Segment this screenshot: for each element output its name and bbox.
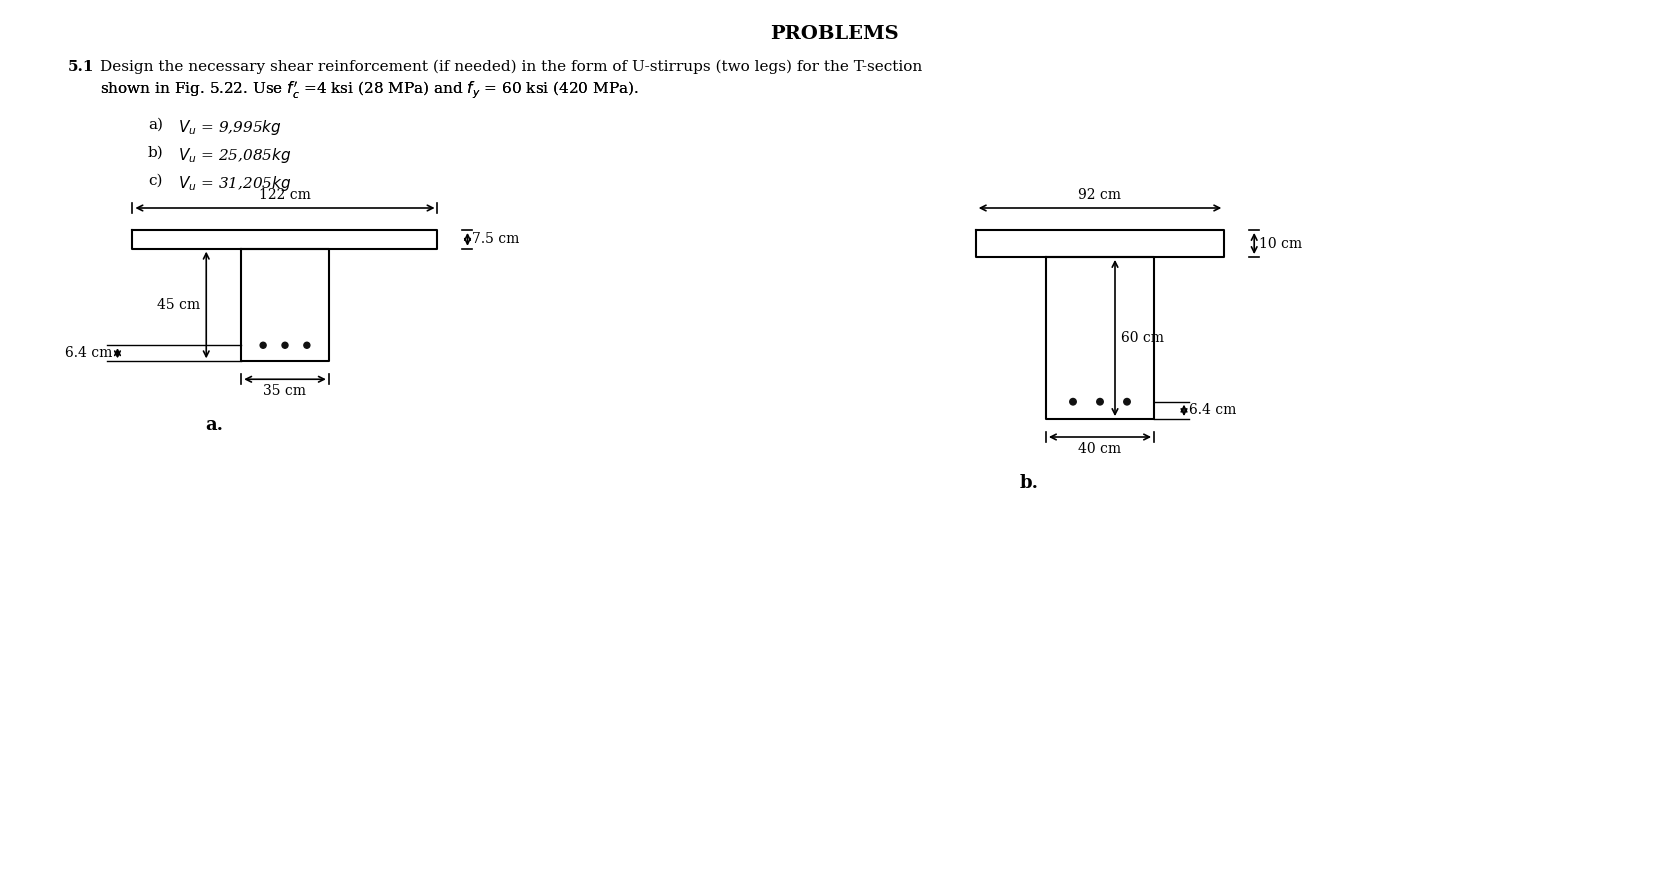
Circle shape bbox=[1069, 399, 1076, 405]
Text: 7.5 cm: 7.5 cm bbox=[472, 232, 520, 246]
Text: 122 cm: 122 cm bbox=[259, 188, 310, 202]
Circle shape bbox=[1124, 399, 1131, 405]
Text: Design the necessary shear reinforcement (if needed) in the form of U-stirrups (: Design the necessary shear reinforcement… bbox=[100, 60, 922, 75]
Text: 35 cm: 35 cm bbox=[264, 385, 307, 399]
Text: 45 cm: 45 cm bbox=[157, 298, 200, 312]
Text: 92 cm: 92 cm bbox=[1079, 188, 1121, 202]
Text: 10 cm: 10 cm bbox=[1259, 237, 1303, 251]
Text: 6.4 cm: 6.4 cm bbox=[1189, 403, 1236, 417]
Text: 6.4 cm: 6.4 cm bbox=[65, 346, 112, 360]
Text: a): a) bbox=[148, 118, 163, 132]
Text: $V_u$ = 9,995$kg$: $V_u$ = 9,995$kg$ bbox=[178, 118, 282, 137]
Text: 60 cm: 60 cm bbox=[1121, 331, 1164, 345]
Text: shown in Fig. 5.22. Use $f_c^{\prime}$ =4 ksi (28 MPa) and $f_y$ = 60 ksi (420 M: shown in Fig. 5.22. Use $f_c^{\prime}$ =… bbox=[100, 80, 639, 101]
Text: 5.1: 5.1 bbox=[68, 60, 95, 74]
Circle shape bbox=[304, 342, 310, 348]
Text: shown in Fig. 5.22. Use $f_c^{\prime}$ =4 ksi (28 MPa) and $f_y$ = 60 ksi (420 M: shown in Fig. 5.22. Use $f_c^{\prime}$ =… bbox=[100, 80, 639, 101]
Text: c): c) bbox=[148, 174, 162, 188]
Text: a.: a. bbox=[205, 416, 224, 434]
Text: PROBLEMS: PROBLEMS bbox=[769, 25, 899, 43]
Text: 40 cm: 40 cm bbox=[1079, 442, 1121, 456]
Text: b.: b. bbox=[1021, 474, 1039, 492]
Circle shape bbox=[1098, 399, 1103, 405]
Circle shape bbox=[260, 342, 267, 348]
Text: b): b) bbox=[148, 146, 163, 160]
Circle shape bbox=[282, 342, 289, 348]
Text: $V_u$ = 25,085$kg$: $V_u$ = 25,085$kg$ bbox=[178, 146, 292, 165]
Text: $V_u$ = 31,205$kg$: $V_u$ = 31,205$kg$ bbox=[178, 174, 292, 193]
